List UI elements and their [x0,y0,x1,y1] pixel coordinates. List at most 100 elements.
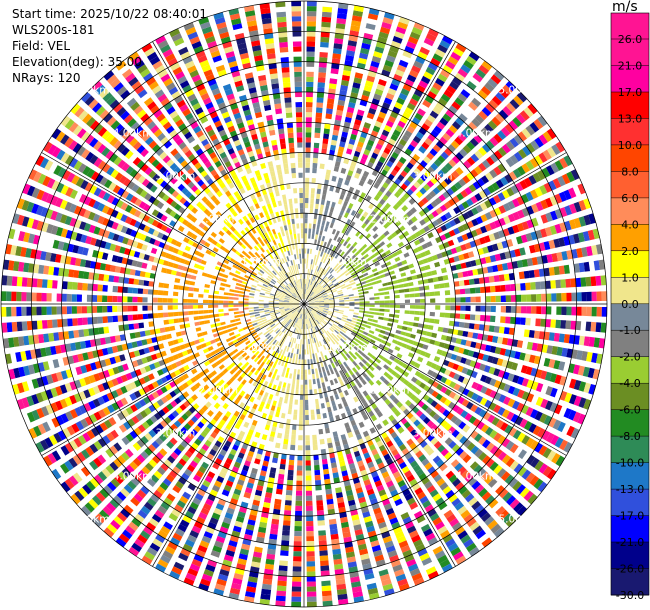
range-gate [526,258,534,267]
range-gate [357,141,364,148]
range-gate [493,275,500,282]
range-gate [545,432,555,443]
range-gate [435,140,445,149]
range-gate [383,436,391,444]
range-gate [457,375,465,383]
range-gate [68,269,75,278]
range-gate [307,308,311,313]
range-gate [78,329,85,338]
range-gate [152,313,159,319]
range-gate [378,292,385,296]
range-gate [484,388,493,397]
range-gate [516,196,525,206]
range-gate [498,509,509,520]
range-gate [283,438,289,445]
range-gate [308,339,310,345]
range-gate [308,318,310,324]
range-gate [440,448,449,457]
range-gate [162,298,168,303]
range-gate [477,333,484,340]
range-gate [315,373,319,379]
range-gate [327,348,332,354]
range-gate [371,335,378,340]
range-gate [305,495,313,501]
range-gate [512,224,520,234]
range-gate [525,317,531,326]
range-gate [484,474,494,485]
range-gate [361,269,367,274]
range-gate [475,383,484,392]
range-gate [590,321,597,332]
range-gate [537,481,548,493]
range-gate [437,276,444,282]
range-gate [419,46,430,56]
range-gate [411,117,421,125]
range-gate [496,242,504,250]
range-gate [383,287,389,291]
range-gate [381,151,389,159]
range-gate [318,540,327,546]
range-gate [543,357,551,367]
range-gate [338,263,343,268]
range-gate [406,276,413,281]
range-gate [383,291,390,295]
range-gate [443,258,450,265]
range-gate [317,383,321,389]
range-gate [97,306,103,313]
range-gate [361,243,368,250]
range-gate [471,381,479,390]
range-gate [312,322,316,327]
range-gate [361,343,368,348]
range-gate [458,280,465,287]
range-gate [299,415,303,421]
range-gate [383,230,390,237]
range-gate [325,174,330,181]
range-gate [500,471,511,482]
range-gate [383,364,390,370]
range-gate [546,306,552,315]
range-gate [403,288,410,293]
range-gate [488,197,497,206]
range-gate [314,132,321,139]
range-gate [319,230,323,236]
range-gate [516,484,526,495]
range-gate [410,333,416,339]
range-gate [433,474,443,483]
range-gate [447,239,455,247]
range-gate [512,374,520,384]
range-gate [460,509,471,519]
range-gate [398,59,409,68]
range-gate [409,442,417,450]
range-gate [46,306,52,315]
range-gate [458,113,468,123]
range-gate [512,211,520,221]
range-gate [279,560,288,567]
range-gate [310,333,313,339]
range-gate [354,307,360,310]
range-gate [368,107,377,115]
range-gate [563,441,573,453]
range-gate [453,393,461,402]
range-gate [318,62,327,68]
range-gate [308,297,313,301]
range-gate [443,343,450,350]
range-gate [441,251,448,258]
range-gate [311,286,315,292]
range-gate [344,448,351,455]
range-gate [72,318,78,326]
range-gate [305,177,310,183]
range-gate [367,318,373,322]
range-gate [420,75,431,85]
range-gate [430,423,438,432]
range-gate [243,301,249,304]
range-gate [331,134,338,141]
range-gate [321,458,328,465]
range-gate [337,243,342,249]
range-gate [541,344,548,353]
range-gate [558,361,566,371]
range-gate [477,248,484,256]
range-gate [564,205,573,216]
range-gate [319,550,328,556]
range-gate [426,397,434,405]
range-gate [313,459,320,466]
